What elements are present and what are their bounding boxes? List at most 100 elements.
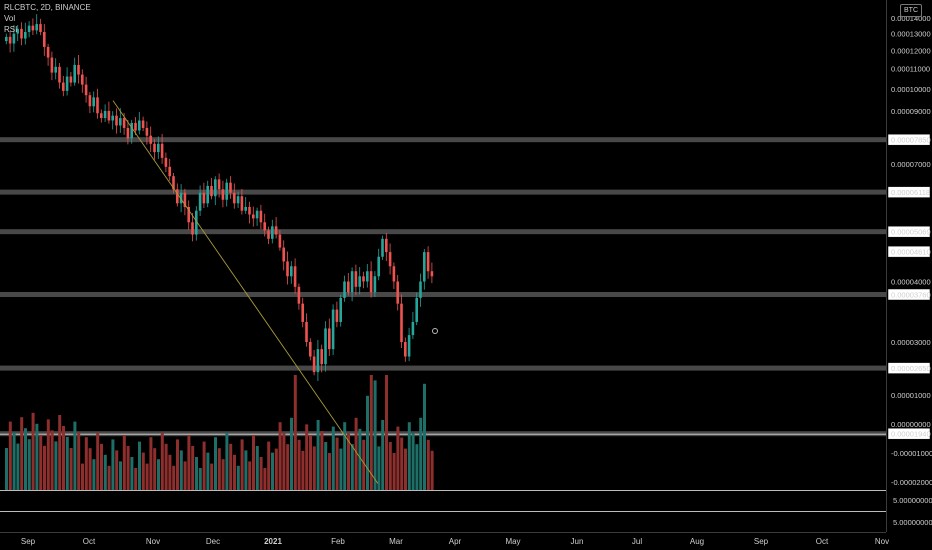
time-tick-label: Oct xyxy=(816,537,829,546)
price-tick-label: 0.00004000 xyxy=(891,277,931,286)
candle-body xyxy=(293,266,297,287)
candle-body xyxy=(290,266,293,277)
volume-bar xyxy=(210,463,214,490)
candle-body xyxy=(183,192,187,207)
candle-body xyxy=(111,115,114,121)
price-tick-label: 0.00014000 xyxy=(891,14,931,23)
volume-bar xyxy=(343,422,347,490)
price-level-box xyxy=(887,362,931,374)
candle-body xyxy=(217,179,221,190)
volume-bar xyxy=(130,457,134,490)
volume-bar xyxy=(240,439,244,490)
candle-body xyxy=(392,266,396,282)
vol-label[interactable]: Vol xyxy=(4,14,16,23)
price-tick-label: 0.00010000 xyxy=(891,85,931,94)
volume-bar xyxy=(62,426,65,490)
candle-body xyxy=(84,84,88,96)
candle-body xyxy=(358,276,361,287)
time-tick-label: Oct xyxy=(83,537,96,546)
candle-body xyxy=(73,64,76,83)
price-level-label: 0.00002650 xyxy=(891,364,931,373)
candle-body xyxy=(309,342,312,357)
candle-body xyxy=(373,276,377,293)
price-level-box xyxy=(887,427,931,440)
candle-body xyxy=(126,127,130,139)
volume-tick-label: -0.00001000 xyxy=(891,449,932,458)
volume-bar xyxy=(274,448,278,490)
candle-body xyxy=(259,210,263,223)
candle-body xyxy=(305,321,308,342)
candle-body xyxy=(100,113,103,119)
time-tick-label: Apr xyxy=(449,537,462,546)
candle-body xyxy=(191,222,194,235)
volume-bar xyxy=(263,468,267,490)
volume-bar xyxy=(381,420,385,490)
time-tick-label: Sep xyxy=(754,537,769,546)
volume-bar xyxy=(54,441,58,490)
price-level-label: 0.00001940 xyxy=(891,430,931,439)
rsi-tick-label: 5.00000000 xyxy=(893,496,932,505)
price-level-box xyxy=(887,186,931,198)
volume-bar xyxy=(339,448,343,490)
volume-bar xyxy=(385,375,388,490)
candle-body xyxy=(119,118,122,126)
volume-bar xyxy=(396,426,400,490)
volume-bar xyxy=(172,465,176,490)
sr-level-band xyxy=(0,189,886,195)
volume-bar xyxy=(335,437,339,490)
price-tick-label: 0.00011000 xyxy=(891,65,930,74)
time-tick-label: Jul xyxy=(632,537,642,546)
candle-body xyxy=(81,74,84,85)
candle-body xyxy=(377,256,380,277)
candle-body xyxy=(176,189,179,204)
volume-bar xyxy=(160,432,164,490)
volume-bar xyxy=(198,468,202,490)
candle-body xyxy=(39,24,42,32)
candle-body xyxy=(366,271,369,282)
volume-bar xyxy=(69,448,73,490)
candle-body xyxy=(20,28,23,39)
candle-body xyxy=(24,31,27,39)
symbol-title[interactable]: RLCBTC, 2D, BINANCE xyxy=(4,3,91,12)
cursor-icon xyxy=(432,328,438,334)
currency-badge[interactable]: BTC xyxy=(900,4,922,17)
volume-bar xyxy=(5,448,8,490)
candle-body xyxy=(50,57,54,73)
volume-bar xyxy=(271,452,274,490)
volume-bar xyxy=(206,452,210,490)
volume-bar xyxy=(301,450,305,490)
volume-bar xyxy=(195,457,198,490)
candle-body xyxy=(172,176,175,190)
sr-level-band xyxy=(0,365,886,371)
candle-body xyxy=(423,252,426,282)
candle-body xyxy=(58,66,61,83)
volume-bar xyxy=(115,450,119,490)
rsi-label[interactable]: RSI xyxy=(4,25,18,34)
candle-body xyxy=(236,196,240,204)
volume-bar xyxy=(248,461,252,490)
candle-body xyxy=(12,33,16,44)
volume-bar xyxy=(111,439,115,490)
candle-body xyxy=(282,247,285,262)
candle-body xyxy=(381,238,384,257)
volume-bar xyxy=(119,461,122,490)
volume-bar xyxy=(134,468,138,490)
candle-body xyxy=(240,196,244,211)
volume-bar xyxy=(411,433,415,490)
volume-bar xyxy=(81,463,84,490)
volume-bar xyxy=(309,435,312,490)
volume-tick-label: 0.00000000 xyxy=(891,420,931,429)
sr-level-band xyxy=(0,229,886,235)
volume-bar xyxy=(366,395,369,490)
candle-body xyxy=(153,143,156,153)
candle-body xyxy=(92,97,95,107)
candle-body xyxy=(278,234,282,248)
candle-body xyxy=(301,303,304,322)
volume-tick-label: -0.00002000 xyxy=(891,478,932,487)
candle-body xyxy=(229,182,232,193)
candle-body xyxy=(206,185,209,204)
price-tick-label: 0.00007000 xyxy=(891,160,931,169)
candle-body xyxy=(331,309,335,350)
volume-bar xyxy=(347,433,350,490)
